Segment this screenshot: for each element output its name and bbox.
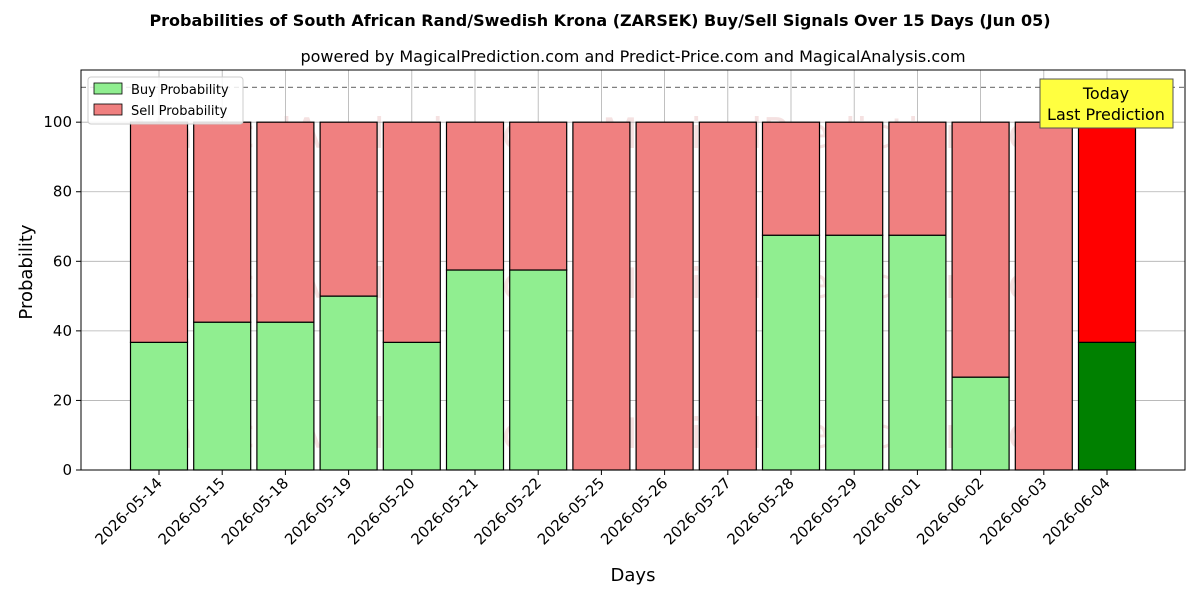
sell-bar [635, 121, 694, 471]
chart-title: Probabilities of South African Rand/Swed… [149, 11, 1050, 30]
plot-area: MagicalAnalysis.comMagicalPrediction.com… [43, 69, 1186, 548]
buy-bar [319, 295, 378, 471]
buy-bar [825, 234, 884, 471]
today-annotation-line1: Today [1082, 84, 1129, 103]
sell-bar [1014, 121, 1073, 471]
sell-bar [572, 121, 631, 471]
x-tick-label: 2026-06-03 [976, 474, 1050, 548]
x-tick-label: 2026-05-22 [471, 474, 545, 548]
buy-bar [509, 269, 568, 471]
x-tick-label: 2026-05-14 [91, 474, 165, 548]
sell-bar [698, 121, 757, 471]
buy-bar [193, 321, 252, 471]
sell-bar [445, 121, 505, 271]
sell-bar [825, 121, 884, 236]
sell-bar [761, 121, 821, 236]
y-tick-label: 100 [43, 113, 72, 131]
sell-bar [193, 121, 252, 323]
x-tick-label: 2026-05-25 [534, 474, 608, 548]
legend-label-buy: Buy Probability [131, 83, 229, 98]
plot-frame [80, 69, 1186, 471]
sell-bar [888, 121, 947, 236]
legend-swatch-buy [93, 82, 123, 95]
legend-swatch-sell [93, 103, 123, 116]
sell-bar [509, 121, 568, 271]
sell-bar [129, 121, 189, 343]
x-tick-label: 2026-05-28 [723, 474, 797, 548]
buy-bar [129, 341, 189, 471]
x-tick-label: 2026-06-01 [850, 474, 924, 548]
sell-bar [256, 121, 315, 323]
x-tick-label: 2026-05-18 [218, 474, 292, 548]
buy-bar [445, 269, 505, 471]
x-tick-label: 2026-06-04 [1039, 474, 1113, 548]
today-annotation-line2: Last Prediction [1047, 105, 1165, 124]
x-tick-label: 2026-05-15 [155, 474, 229, 548]
sell-bar [382, 121, 441, 343]
x-tick-label: 2026-06-02 [913, 474, 987, 548]
legend-label-sell: Sell Probability [131, 104, 228, 119]
x-axis-label: Days [611, 565, 656, 586]
legend-box [87, 76, 244, 125]
y-tick-label: 60 [53, 252, 72, 270]
y-tick-label: 20 [53, 391, 72, 409]
sell-bar [1077, 121, 1137, 343]
x-tick-label: 2026-05-20 [344, 474, 418, 548]
sell-bar [951, 121, 1010, 378]
buy-bar [888, 234, 947, 471]
buy-bar [256, 321, 315, 471]
x-tick-label: 2026-05-27 [660, 474, 734, 548]
x-tick-label: 2026-05-19 [281, 474, 355, 548]
x-tick-label: 2026-05-26 [597, 474, 671, 548]
y-tick-label: 80 [53, 183, 72, 201]
chart-subtitle: powered by MagicalPrediction.com and Pre… [300, 47, 965, 66]
x-tick-label: 2026-05-21 [407, 474, 481, 548]
buy-bar [1077, 341, 1137, 471]
y-tick-label: 0 [62, 461, 72, 479]
y-axis-label: Probability [16, 224, 37, 319]
y-tick-label: 40 [53, 322, 72, 340]
buy-bar [951, 376, 1010, 471]
buy-bar [382, 341, 441, 471]
sell-bar [319, 121, 378, 297]
x-tick-label: 2026-05-29 [787, 474, 861, 548]
today-annotation-box [1039, 78, 1174, 129]
buy-bar [761, 234, 821, 471]
